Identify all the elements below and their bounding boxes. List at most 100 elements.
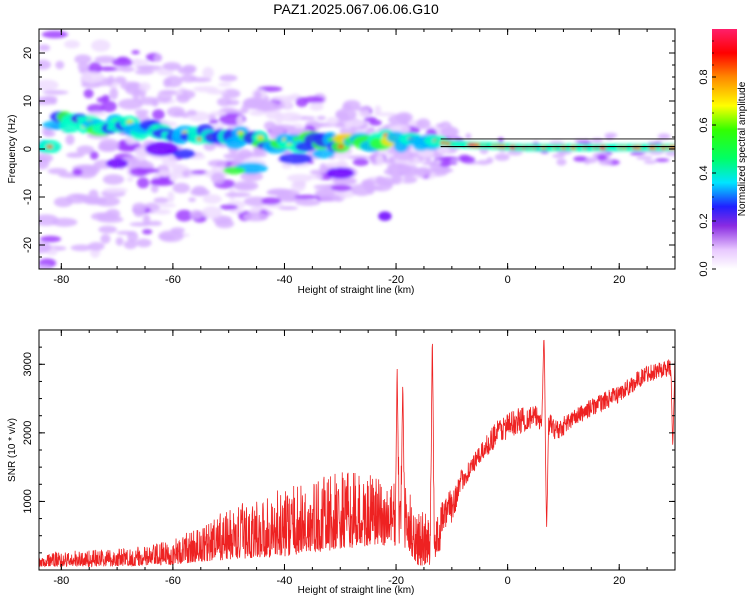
noise-blob (134, 109, 149, 116)
noise-blob (135, 168, 160, 174)
spectrogram-x-tick-label: -40 (277, 274, 293, 286)
noise-blob (189, 209, 203, 219)
noise-blob (309, 102, 324, 111)
spectrogram-y-tick-label: -10 (22, 189, 34, 205)
noise-blob (326, 117, 339, 125)
signal-patch (105, 158, 129, 169)
noise-blob (424, 156, 432, 163)
noise-blob (64, 40, 80, 49)
noise-blob (97, 66, 117, 72)
noise-blob (159, 90, 178, 95)
noise-blob (154, 209, 171, 215)
noise-blob (278, 206, 299, 211)
noise-blob (91, 39, 111, 52)
noise-blob (573, 155, 588, 162)
snr-ticks: -80 -60 -40 -20 0 20 1000 2000 3000 (22, 329, 676, 587)
noise-blob (233, 180, 259, 191)
noise-blob (138, 82, 151, 92)
noise-blob (115, 237, 124, 246)
noise-blob (295, 96, 308, 108)
noise-blob (217, 82, 232, 87)
noise-blob (100, 234, 111, 244)
noise-blob (460, 156, 476, 164)
noise-blob (124, 85, 135, 92)
noise-blob (134, 69, 154, 75)
noise-blob (71, 194, 91, 199)
noise-blob (334, 122, 346, 128)
noise-blob (643, 160, 657, 164)
noise-blob (576, 140, 593, 144)
colorbar-tick-label: 0.8 (698, 69, 710, 84)
noise-blob (74, 54, 92, 65)
noise-blob (449, 134, 457, 141)
noise-blob (150, 179, 175, 186)
noise-blob (76, 145, 95, 155)
noise-blob (450, 159, 458, 163)
noise-blob (208, 119, 219, 124)
noise-blob (278, 112, 302, 122)
noise-blob (358, 108, 371, 119)
noise-blob (201, 206, 222, 219)
noise-blob (162, 61, 182, 71)
snr-x-tick-label: 0 (505, 575, 511, 587)
noise-blob (188, 197, 196, 203)
noise-blob (283, 97, 293, 109)
noise-blob (55, 60, 65, 70)
noise-blob (401, 113, 410, 125)
noise-blob (114, 76, 127, 85)
noise-blob (303, 96, 325, 104)
spectrogram-heatmap (39, 30, 675, 269)
noise-blob (39, 241, 52, 254)
snr-panel: -80 -60 -40 -20 0 20 1000 2000 3000 Height of st… (7, 329, 676, 596)
signal-patch (172, 149, 196, 159)
noise-blob (207, 159, 228, 168)
noise-blob (386, 163, 413, 175)
snr-series-line (39, 339, 675, 568)
noise-blob (267, 188, 292, 196)
noise-blob (308, 173, 323, 180)
spectrogram-x-tick-label: -20 (388, 274, 404, 286)
noise-blob (261, 197, 281, 205)
noise-blob (162, 154, 177, 168)
noise-blob (552, 153, 566, 158)
noise-blob (309, 169, 326, 175)
snr-x-tick-label: 20 (613, 575, 625, 587)
noise-blob (352, 158, 369, 167)
noise-blob (209, 111, 227, 117)
spectrogram-y-tick-label: 0 (22, 146, 34, 152)
noise-blob (240, 171, 264, 182)
noise-blob (654, 158, 670, 163)
snr-x-tick-label: -40 (277, 575, 293, 587)
noise-blob (229, 209, 245, 214)
noise-blob (135, 65, 163, 71)
noise-blob (393, 125, 411, 134)
noise-blob (556, 158, 567, 166)
noise-blob (126, 177, 134, 182)
noise-blob (151, 98, 159, 107)
spectrogram-x-tick-label: -60 (165, 274, 181, 286)
ridge-core (257, 135, 264, 140)
noise-blob (157, 203, 177, 208)
signal-patch (223, 166, 246, 175)
noise-blob (486, 157, 494, 164)
noise-blob (219, 74, 238, 82)
noise-blob (112, 58, 134, 67)
spectrogram-y-axis-label: Frequency (Hz) (7, 115, 18, 184)
noise-blob (72, 168, 83, 176)
noise-blob (132, 89, 140, 102)
snr-y-tick-label: 1000 (22, 489, 34, 513)
noise-blob (103, 187, 128, 194)
noise-blob (657, 133, 671, 140)
noise-blob (39, 156, 50, 170)
noise-blob (295, 199, 321, 206)
chart-title: PAZ1.2025.067.06.06.G10 (273, 1, 439, 17)
noise-blob (346, 155, 370, 160)
noise-blob (150, 183, 159, 194)
noise-blob (102, 174, 125, 185)
noise-blob (416, 118, 431, 130)
noise-blob (167, 191, 175, 203)
noise-blob (494, 153, 510, 161)
noise-blob (131, 50, 140, 55)
noise-blob (65, 134, 75, 146)
